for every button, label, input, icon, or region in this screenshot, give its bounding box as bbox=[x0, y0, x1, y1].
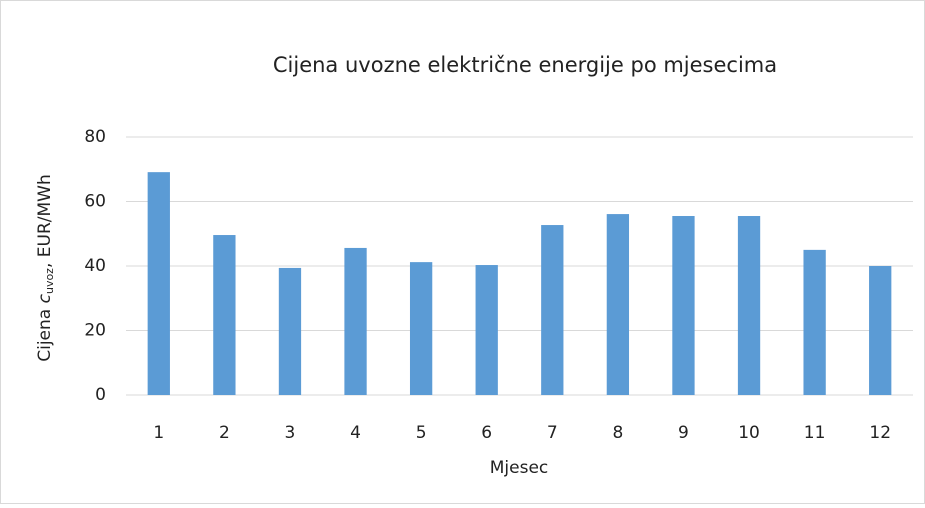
bar bbox=[869, 266, 892, 395]
y-tick-label: 80 bbox=[84, 127, 106, 147]
x-tick-label: 5 bbox=[416, 423, 427, 443]
x-tick-label: 12 bbox=[869, 423, 891, 443]
x-tick-label: 10 bbox=[738, 423, 760, 443]
bar bbox=[213, 235, 236, 395]
x-tick-label: 8 bbox=[612, 423, 623, 443]
bar bbox=[409, 262, 433, 395]
x-tick-label: 9 bbox=[678, 423, 689, 443]
y-axis-label-symbol: c bbox=[35, 293, 55, 303]
x-axis-label: Mjesec bbox=[490, 458, 549, 478]
x-tick-label: 4 bbox=[350, 423, 361, 443]
bar bbox=[541, 225, 564, 395]
y-axis-label-prefix: Cijena bbox=[35, 303, 55, 361]
bar bbox=[737, 216, 761, 395]
x-tick-label: 2 bbox=[219, 423, 230, 443]
y-tick-label: 20 bbox=[84, 321, 106, 341]
x-tick-label: 1 bbox=[153, 423, 164, 443]
y-tick-label: 60 bbox=[84, 192, 106, 212]
y-axis-label: Cijena cuvoz, EUR/MWh bbox=[35, 174, 56, 362]
y-axis-label-subscript: uvoz bbox=[43, 268, 56, 294]
y-axis-label-suffix: , EUR/MWh bbox=[35, 174, 55, 268]
x-tick-label: 3 bbox=[285, 423, 296, 443]
bar bbox=[278, 267, 302, 395]
bar bbox=[344, 247, 367, 395]
y-tick-label: 40 bbox=[84, 256, 106, 276]
bar bbox=[475, 265, 498, 395]
x-tick-label: 7 bbox=[547, 423, 558, 443]
x-tick-label: 11 bbox=[804, 423, 826, 443]
bar bbox=[672, 216, 695, 395]
chart-title: Cijena uvozne električne energije po mje… bbox=[273, 53, 777, 77]
x-tick-label: 6 bbox=[481, 423, 492, 443]
bar bbox=[147, 172, 170, 395]
bar bbox=[803, 249, 826, 395]
bar bbox=[606, 214, 630, 395]
y-tick-label: 0 bbox=[95, 385, 106, 405]
